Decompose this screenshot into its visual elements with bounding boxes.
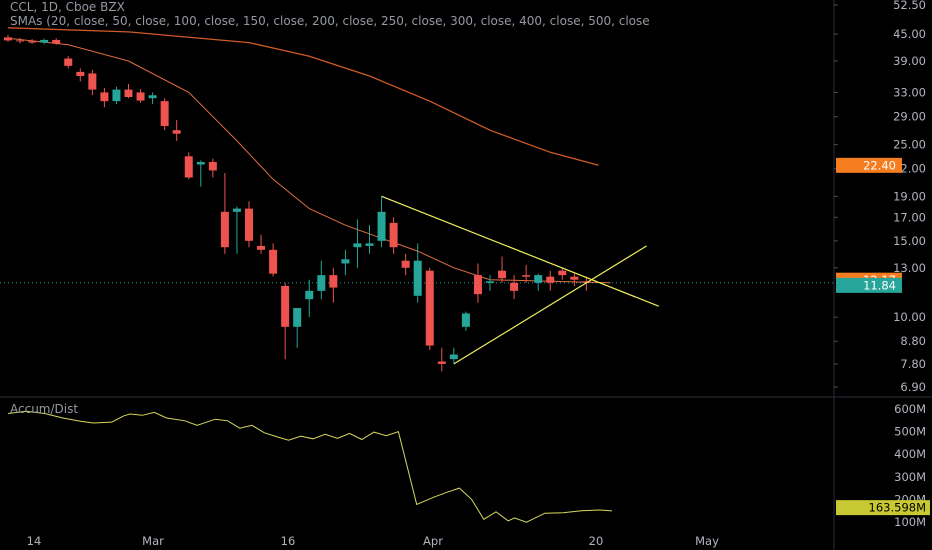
trendline xyxy=(381,195,659,307)
candle-body xyxy=(401,260,410,268)
candle-body xyxy=(534,275,543,283)
candle-body xyxy=(28,41,37,43)
candle-body xyxy=(136,92,145,101)
indicator-tick-label: 100M xyxy=(894,515,926,529)
candle-body xyxy=(257,245,266,250)
accum-dist-line xyxy=(7,410,612,523)
price-badge-label: 22.40 xyxy=(863,158,896,172)
x-tick-label: Apr xyxy=(423,534,443,548)
sma-legend: SMAs (20, close, 50, close, 100, close, … xyxy=(10,14,650,28)
candle-body xyxy=(269,249,278,274)
price-tick-label: 6.90 xyxy=(900,380,926,394)
price-badge xyxy=(836,157,902,173)
price-badge xyxy=(836,277,902,293)
candle-body xyxy=(473,275,482,295)
candle-body xyxy=(160,101,169,127)
candle-body xyxy=(317,275,326,291)
symbol-legend: CCL, 1D, Cboe BZX xyxy=(10,0,125,14)
candle-body xyxy=(522,275,531,277)
price-tick-label: 8.80 xyxy=(900,334,926,348)
x-tick-label: 16 xyxy=(281,534,296,548)
candle-body xyxy=(486,281,494,283)
candle-body xyxy=(570,276,579,280)
x-tick-label: Mar xyxy=(142,534,164,548)
indicator-badge-label: 163.598M xyxy=(869,501,926,515)
candle-body xyxy=(389,222,398,248)
candle-body xyxy=(172,130,181,134)
x-tick-label: May xyxy=(695,534,719,548)
price-badge-label: 11.84 xyxy=(863,278,896,292)
trendline xyxy=(453,245,647,365)
candle-body xyxy=(353,243,362,248)
price-tick-label: 52.50 xyxy=(893,0,926,12)
price-tick-label: 39.00 xyxy=(893,54,926,68)
candle-body xyxy=(305,290,314,300)
candle-body xyxy=(449,354,458,360)
indicator-tick-label: 500M xyxy=(894,425,926,439)
x-tick-label: 20 xyxy=(589,534,604,548)
candle-body xyxy=(245,208,253,241)
candle-body xyxy=(64,58,73,66)
candle-body xyxy=(546,276,555,283)
candle-body xyxy=(232,208,241,212)
candle-body xyxy=(76,71,85,77)
candle-body xyxy=(377,211,386,241)
candle-body xyxy=(112,89,121,102)
price-tick-label: 13.00 xyxy=(893,261,926,275)
candle-body xyxy=(413,260,422,296)
candle-body xyxy=(208,162,217,171)
candle-body xyxy=(341,259,350,264)
candle-body xyxy=(461,313,470,327)
candle-body xyxy=(498,270,507,279)
candle-body xyxy=(184,156,193,178)
indicator-tick-label: 600M xyxy=(894,402,926,416)
price-tick-label: 33.00 xyxy=(893,85,926,99)
sma-fast-line xyxy=(7,37,611,284)
price-tick-label: 25.00 xyxy=(893,138,926,152)
candle-body xyxy=(220,211,229,248)
candle-body xyxy=(16,40,25,42)
price-tick-label: 7.80 xyxy=(900,357,926,371)
candle-body xyxy=(148,95,157,99)
candle-body xyxy=(582,281,591,283)
price-tick-label: 15.00 xyxy=(893,234,926,248)
candle-body xyxy=(196,162,205,165)
sma-slow-line xyxy=(7,27,599,166)
price-tick-label: 17.00 xyxy=(893,210,926,224)
candle-body xyxy=(124,89,133,98)
candle-body xyxy=(88,73,97,90)
candle-body xyxy=(558,270,567,276)
candle-body xyxy=(365,243,374,246)
price-tick-label: 29.00 xyxy=(893,110,926,124)
candle-body xyxy=(4,37,12,41)
indicator-badge xyxy=(836,500,930,516)
candle-body xyxy=(40,39,49,43)
indicator-tick-label: 300M xyxy=(894,470,926,484)
x-tick-label: 14 xyxy=(27,534,42,548)
candle-body xyxy=(425,270,434,346)
candle-body xyxy=(52,39,61,44)
candle-body xyxy=(293,307,302,327)
price-tick-label: 19.00 xyxy=(893,189,926,203)
candle-body xyxy=(100,92,109,102)
candle-body xyxy=(437,361,446,364)
indicator-tick-label: 400M xyxy=(894,447,926,461)
candles-group xyxy=(4,34,591,372)
indicator-legend: Accum/Dist xyxy=(10,402,79,416)
candle-body xyxy=(510,282,519,291)
price-tick-label: 10.00 xyxy=(893,310,926,324)
candle-body xyxy=(329,275,338,288)
candle-body xyxy=(281,285,290,327)
price-tick-label: 45.00 xyxy=(893,27,926,41)
